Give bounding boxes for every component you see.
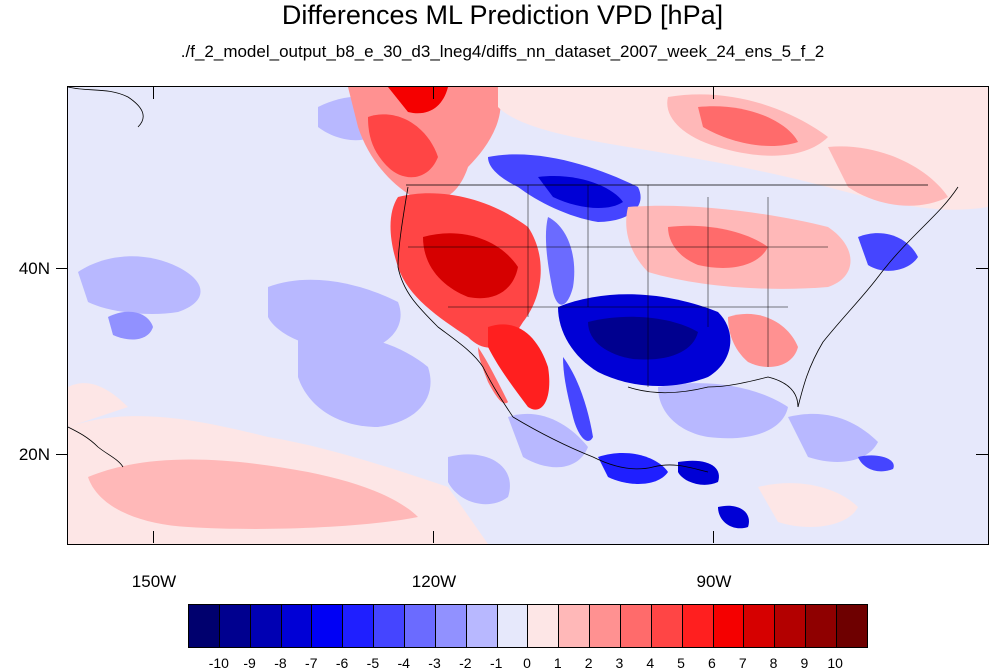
lon-label-150w: 150W xyxy=(131,572,177,591)
colorbar-box xyxy=(497,605,529,647)
hawaii-outline xyxy=(68,426,124,468)
colorbar-box xyxy=(744,605,776,647)
colorbar-box xyxy=(281,605,313,647)
field-blue-mexico-strip xyxy=(563,357,593,441)
colorbar-label: -6 xyxy=(335,655,349,671)
field-blue-caribbean xyxy=(858,455,894,472)
field-red-canada-mid xyxy=(828,146,948,206)
tick-20n-left xyxy=(56,454,68,455)
colorbar-box xyxy=(219,605,251,647)
field-blue-northern-core xyxy=(538,176,623,209)
field-red-southwest xyxy=(488,324,550,410)
colorbar-box xyxy=(621,605,652,647)
colorbar-box xyxy=(559,605,591,647)
tick-20n-right xyxy=(976,454,988,455)
field-blue-rockies-strip xyxy=(545,217,575,305)
lon-label-90w: 90W xyxy=(696,572,732,591)
tick-90w-bottom xyxy=(713,531,714,543)
field-blue-texas-core xyxy=(588,316,698,360)
tick-150w-top xyxy=(153,87,154,99)
colorbar-box xyxy=(466,605,498,647)
colorbar-label: 9 xyxy=(800,655,809,671)
colorbar-box xyxy=(405,605,436,647)
colorbar-label: -2 xyxy=(459,655,472,671)
gulf-coastline xyxy=(627,376,799,408)
colorbar-label: 5 xyxy=(677,655,685,671)
map-title: Differences ML Prediction VPD [hPa] xyxy=(281,0,724,30)
map-subtitle: ./f_2_model_output_b8_e_30_d3_lneg4/diff… xyxy=(180,42,825,61)
alaska-coastline xyxy=(68,87,144,128)
field-blue-pacific-1 xyxy=(78,256,201,314)
field-red-canada-west-core xyxy=(368,114,438,178)
field-red-caribbean xyxy=(758,483,858,527)
map-plot-area xyxy=(67,86,989,545)
colorbar-box xyxy=(837,605,867,647)
colorbar-box xyxy=(528,605,560,647)
colorbar xyxy=(188,604,868,648)
field-blue-caribbean-2 xyxy=(788,413,878,462)
colorbar-label: -4 xyxy=(397,655,410,671)
state-borders xyxy=(408,185,828,387)
coastlines xyxy=(68,87,959,473)
tick-120w-top xyxy=(433,87,434,99)
field-pink-left xyxy=(68,383,128,427)
colorbar-label: 7 xyxy=(738,655,747,671)
colorbar-label: 0 xyxy=(523,655,531,671)
map-field xyxy=(68,87,988,544)
field-blue-pacific-3 xyxy=(298,333,431,427)
colorbar-label: 1 xyxy=(553,655,562,671)
colorbar-label: 2 xyxy=(584,655,593,671)
colorbar-box xyxy=(312,605,344,647)
colorbar-label: 10 xyxy=(827,655,843,671)
colorbar-label: 8 xyxy=(769,655,778,671)
field-blue-pacific-2 xyxy=(268,279,401,352)
east-coastline xyxy=(797,186,959,408)
colorbar-box xyxy=(343,605,375,647)
field-blue-central-america-2 xyxy=(678,460,719,485)
colorbar-label: 4 xyxy=(646,655,655,671)
lon-label-120w: 120W xyxy=(411,572,457,591)
tick-150w-bottom xyxy=(153,531,154,543)
colorbar-label: -3 xyxy=(428,655,441,671)
colorbar-box xyxy=(435,605,467,647)
colorbar-box xyxy=(713,605,745,647)
field-blue-pacific-4 xyxy=(108,311,153,340)
colorbar-box xyxy=(189,605,220,647)
colorbar-box xyxy=(806,605,838,647)
colorbar-label: 6 xyxy=(708,655,716,671)
tick-120w-bottom xyxy=(433,531,434,543)
colorbar-label: -10 xyxy=(208,655,229,671)
colorbar-box xyxy=(590,605,622,647)
colorbar-box xyxy=(651,605,683,647)
colorbar-label: -7 xyxy=(305,655,318,671)
west-coastline xyxy=(397,186,514,418)
field-blue-central-america-3 xyxy=(718,505,749,529)
field-red-west-us-core xyxy=(423,233,518,299)
field-blue-northeast xyxy=(858,233,918,271)
colorbar-label: -5 xyxy=(366,655,380,671)
lat-label-20n: 20N xyxy=(18,445,50,464)
colorbar-box xyxy=(775,605,807,647)
field-blue-south-2 xyxy=(508,413,588,468)
field-red-baja xyxy=(478,347,508,404)
lat-label-40n: 40N xyxy=(18,259,50,278)
mexico-coastline xyxy=(512,416,709,473)
tick-40n-left xyxy=(56,268,68,269)
field-light-red-south-pacific xyxy=(88,459,418,529)
colorbar-box xyxy=(682,605,714,647)
field-blue-south-1 xyxy=(448,454,510,505)
colorbar-box xyxy=(250,605,282,647)
colorbar-label: -8 xyxy=(274,655,287,671)
tick-90w-top xyxy=(713,87,714,99)
field-red-canada-east-core xyxy=(698,106,798,147)
colorbar-box xyxy=(374,605,406,647)
colorbar-label: -9 xyxy=(243,655,256,671)
colorbar-label: -1 xyxy=(489,655,503,671)
field-blue-south-3 xyxy=(658,383,788,439)
tick-40n-right xyxy=(976,268,988,269)
colorbar-label: 3 xyxy=(615,655,624,671)
field-red-southeast xyxy=(728,313,798,367)
